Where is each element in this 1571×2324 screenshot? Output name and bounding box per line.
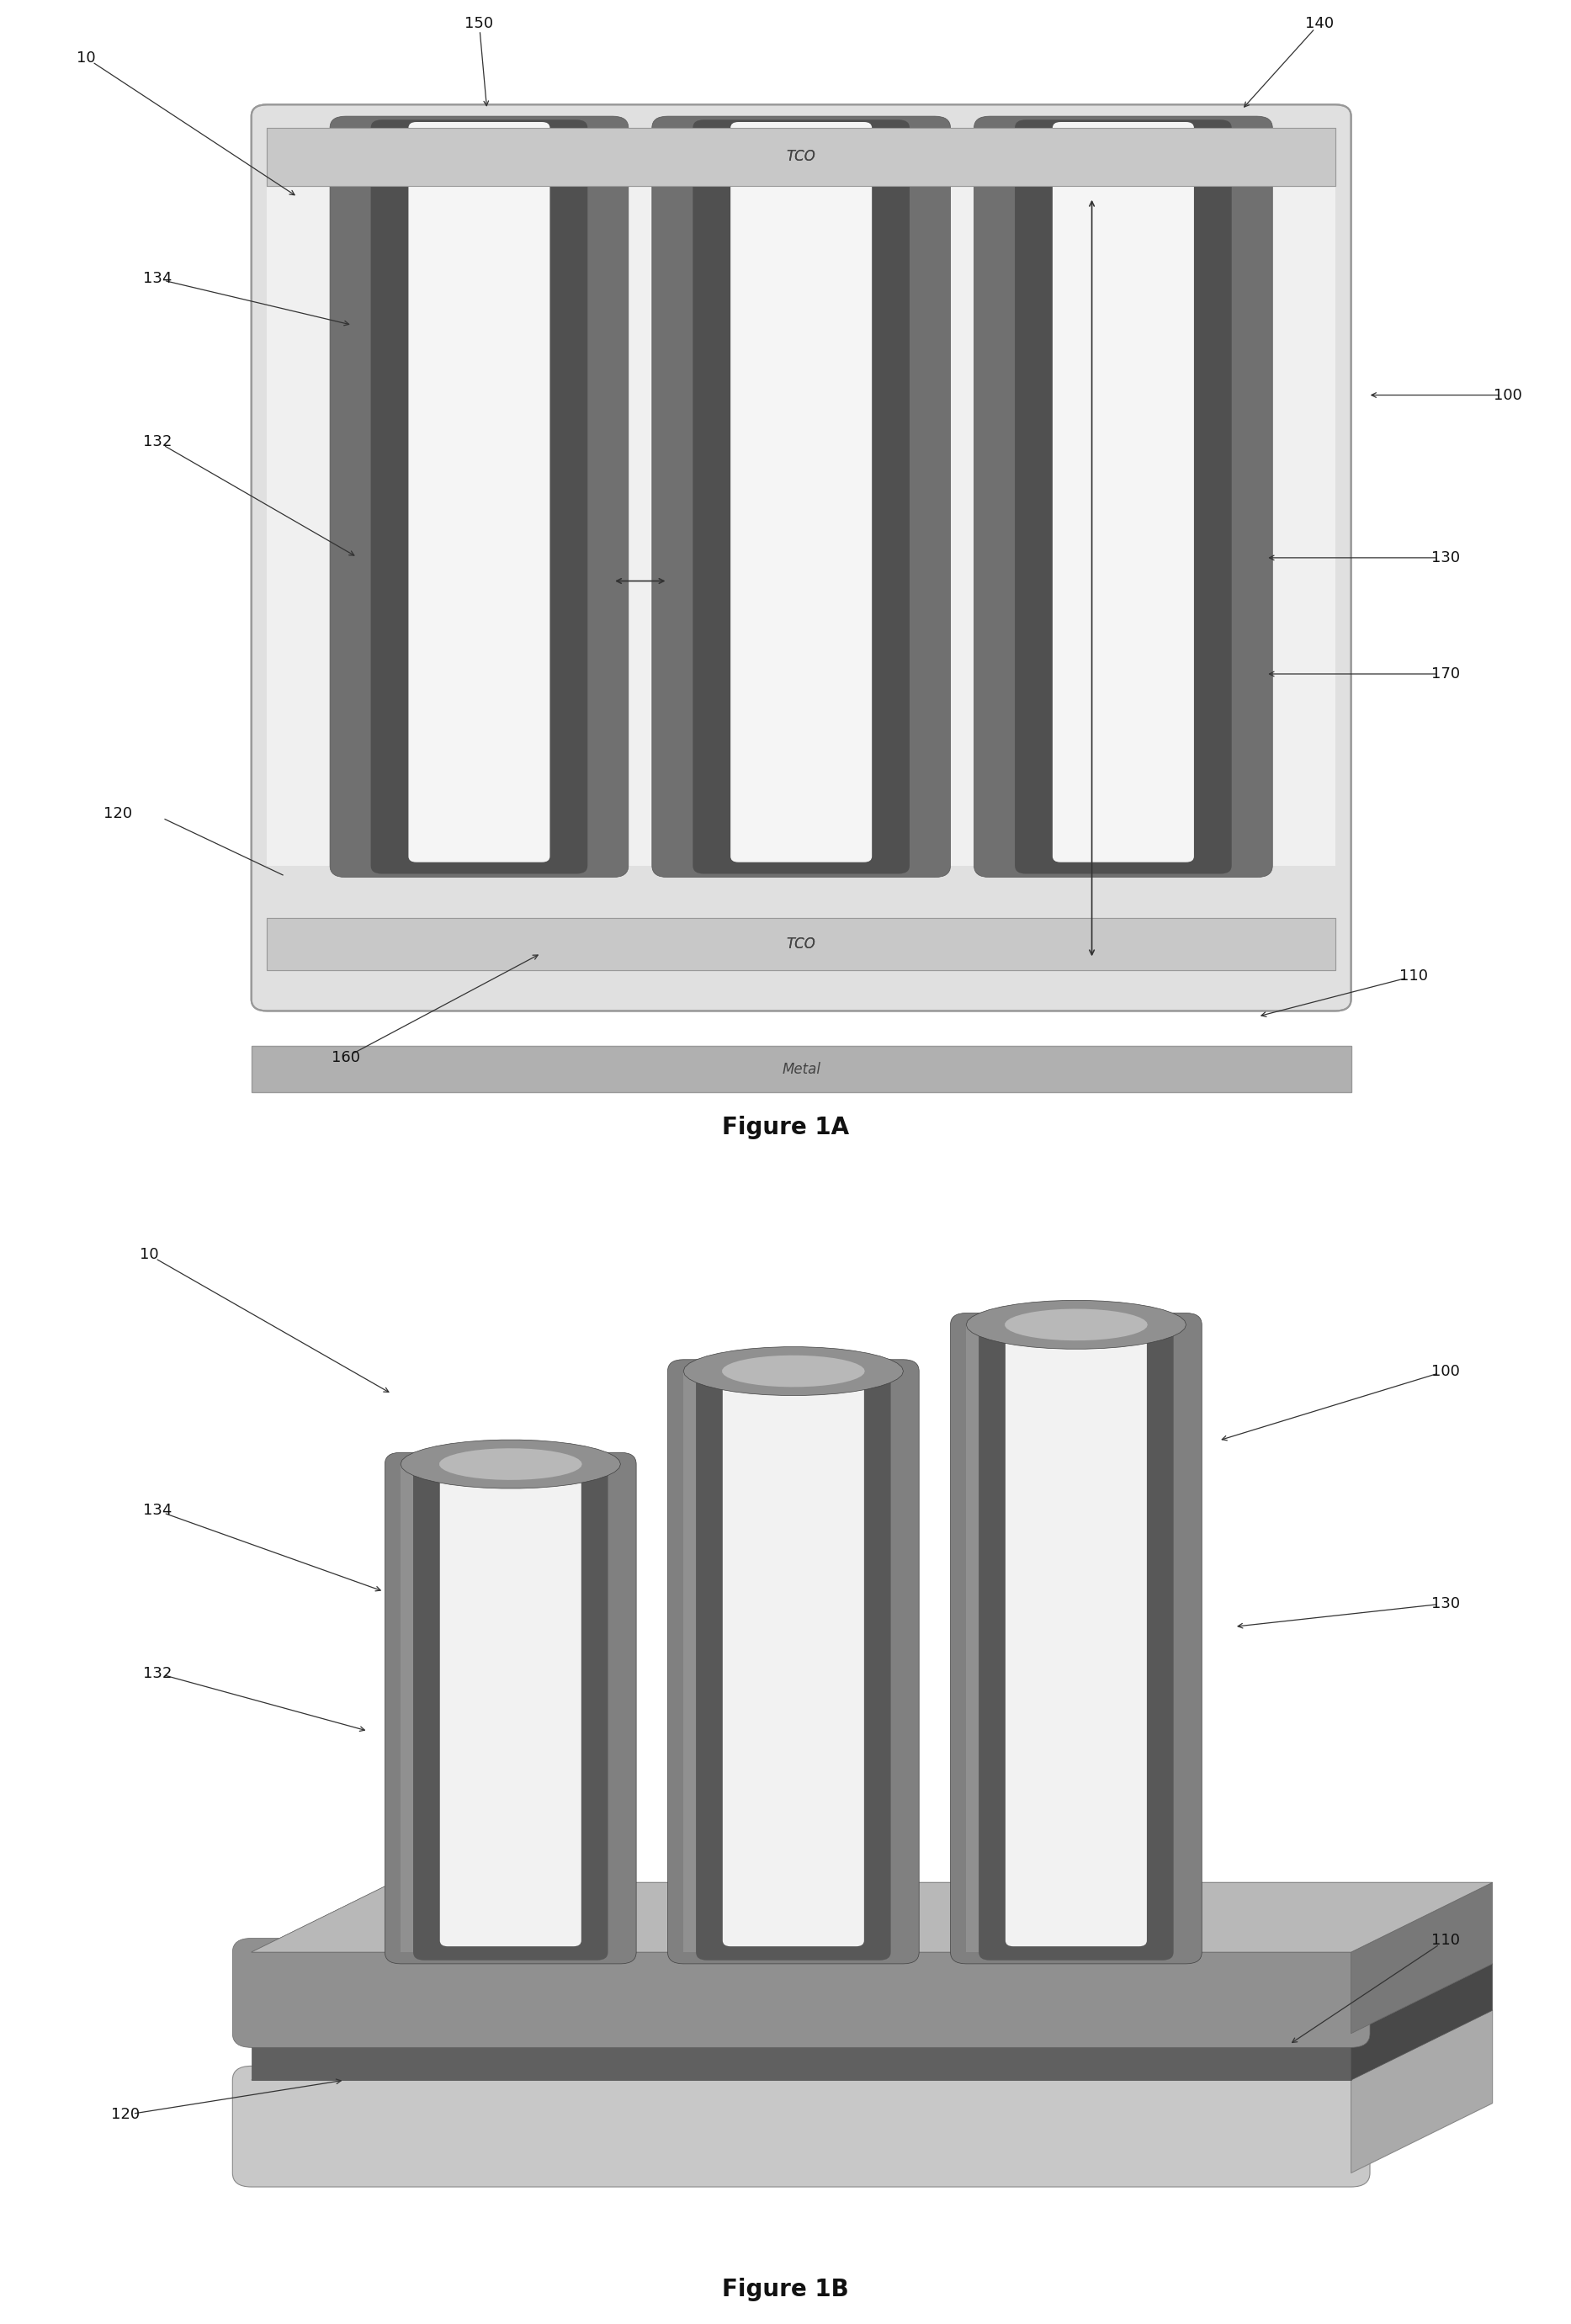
FancyBboxPatch shape: [652, 116, 950, 878]
Bar: [251, 2034, 1351, 2080]
FancyBboxPatch shape: [696, 1362, 891, 1961]
Text: 134: 134: [143, 272, 171, 286]
FancyBboxPatch shape: [413, 1455, 608, 1961]
Text: 10: 10: [77, 51, 96, 65]
Bar: [966, 1325, 1010, 1952]
Text: 132: 132: [143, 1666, 171, 1680]
FancyBboxPatch shape: [974, 116, 1273, 878]
Bar: [401, 1464, 445, 1952]
Polygon shape: [723, 1355, 864, 1387]
Polygon shape: [1351, 1964, 1492, 2080]
Polygon shape: [966, 1301, 1186, 1348]
FancyBboxPatch shape: [371, 119, 588, 874]
Text: TCO: TCO: [787, 149, 815, 165]
FancyBboxPatch shape: [330, 116, 628, 878]
FancyBboxPatch shape: [950, 1313, 1202, 1964]
Bar: [267, 186, 1335, 867]
Polygon shape: [1005, 1308, 1147, 1341]
FancyBboxPatch shape: [385, 1452, 636, 1964]
Text: 160: 160: [331, 1050, 360, 1064]
Text: 132: 132: [143, 435, 171, 449]
Text: TCO: TCO: [787, 149, 815, 165]
FancyBboxPatch shape: [979, 1315, 1174, 1961]
FancyBboxPatch shape: [233, 2066, 1370, 2187]
Bar: [267, 918, 1335, 971]
FancyBboxPatch shape: [1015, 119, 1232, 874]
FancyBboxPatch shape: [251, 105, 1351, 1011]
FancyBboxPatch shape: [731, 123, 872, 862]
FancyBboxPatch shape: [1005, 1320, 1147, 1948]
Text: 170: 170: [1431, 667, 1459, 681]
Text: 120: 120: [112, 2108, 140, 2122]
Bar: [267, 128, 1335, 186]
Polygon shape: [251, 1964, 1492, 2034]
FancyBboxPatch shape: [233, 1938, 1370, 2047]
FancyBboxPatch shape: [693, 119, 910, 874]
Text: Figure 1B: Figure 1B: [723, 2278, 848, 2301]
Bar: [683, 1371, 727, 1952]
Text: 110: 110: [1400, 969, 1428, 983]
Bar: [251, 1046, 1351, 1092]
Polygon shape: [251, 1882, 1492, 1952]
Polygon shape: [401, 1441, 621, 1487]
Text: Metal: Metal: [782, 1062, 820, 1076]
Text: TCO: TCO: [787, 937, 815, 953]
Polygon shape: [251, 1882, 1492, 1952]
FancyBboxPatch shape: [1053, 123, 1194, 862]
Polygon shape: [683, 1348, 903, 1394]
Bar: [267, 128, 1335, 186]
FancyBboxPatch shape: [723, 1367, 864, 1948]
Text: 150: 150: [465, 16, 493, 30]
Text: 130: 130: [1431, 551, 1459, 565]
Polygon shape: [251, 2010, 1492, 2080]
Polygon shape: [1351, 1882, 1492, 2034]
FancyBboxPatch shape: [408, 123, 550, 862]
Text: 100: 100: [1431, 1364, 1459, 1378]
FancyBboxPatch shape: [440, 1459, 581, 1948]
Text: Figure 1A: Figure 1A: [723, 1116, 848, 1139]
Text: 134: 134: [143, 1504, 171, 1518]
Text: 100: 100: [1494, 388, 1522, 402]
Text: 110: 110: [1431, 1934, 1459, 1948]
Polygon shape: [1351, 2010, 1492, 2173]
Bar: [267, 918, 1335, 971]
Text: TCO: TCO: [787, 937, 815, 953]
Text: 140: 140: [1306, 16, 1334, 30]
Text: 10: 10: [140, 1248, 159, 1262]
Polygon shape: [440, 1448, 581, 1480]
Text: 130: 130: [1431, 1597, 1459, 1611]
FancyBboxPatch shape: [668, 1360, 919, 1964]
Text: 120: 120: [104, 806, 132, 820]
